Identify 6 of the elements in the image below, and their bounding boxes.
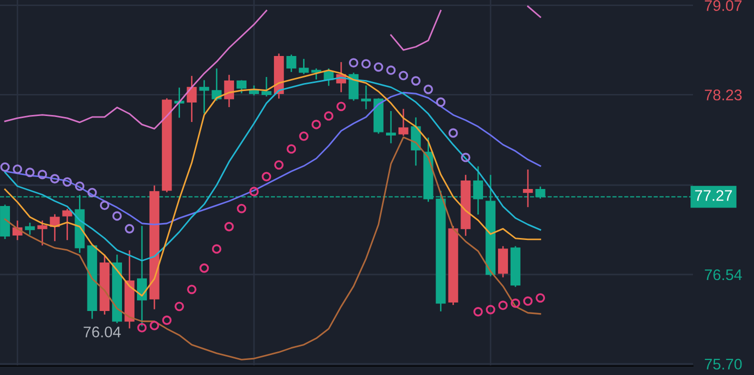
ref-line-label: 77.27 [695, 190, 732, 201]
y-tick-label: 78.23 [704, 90, 742, 100]
y-tick-label: 76.54 [704, 269, 742, 280]
annotation: 76.04 [84, 326, 121, 338]
y-tick-label: 75.70 [704, 358, 742, 370]
y-tick-label: 79.07 [704, 0, 742, 12]
